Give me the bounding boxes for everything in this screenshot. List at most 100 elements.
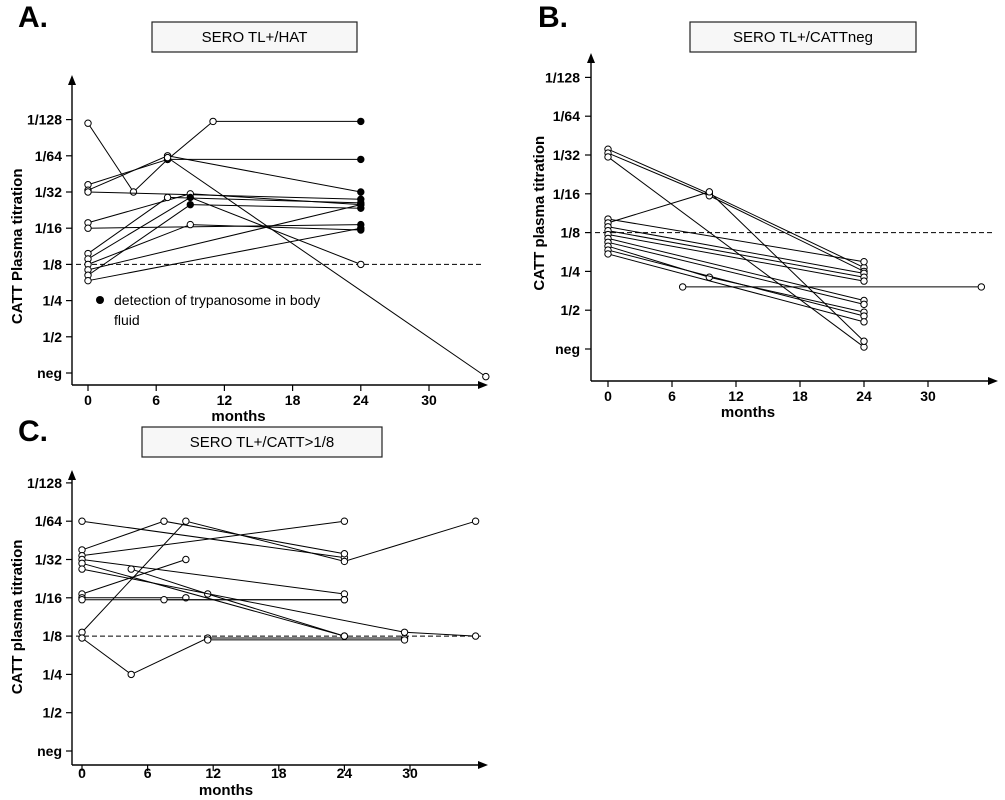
data-point <box>860 277 868 285</box>
y-tick-label: 1/4 <box>43 293 63 309</box>
chart-panel-b: B. SERO TL+/CATTneg 0 6 12 18 24 30 neg 1/2 1/4 1/8… <box>531 1 998 421</box>
y-tick-label: neg <box>37 743 62 759</box>
data-point <box>705 188 714 196</box>
series-line <box>81 520 345 559</box>
x-tick-label: 30 <box>402 765 418 781</box>
data-point <box>186 220 195 229</box>
x-axis-title: months <box>199 782 253 799</box>
y-tick-label: 1/8 <box>43 256 63 272</box>
y-axis-title: CATT plasma titration <box>9 540 26 695</box>
x-tick-label: 18 <box>792 388 808 404</box>
legend-label-continued: fluid <box>114 312 140 328</box>
chart-panel-c: C. SERO TL+/CATT>1/8 0 6 12 18 24 30 neg 1/2 1/4 1/… <box>9 415 488 799</box>
data-point-filled <box>357 188 365 196</box>
chart-panel-a: A. SERO TL+/HAT 0 6 12 18 24 30 neg 1/2 1/4 1/8 1/16… <box>9 1 490 425</box>
y-tick-label: 1/16 <box>35 220 62 236</box>
y-axis-arrow <box>587 53 595 63</box>
data-point <box>78 596 86 604</box>
series-line <box>87 204 361 271</box>
y-tick-label: neg <box>555 341 580 357</box>
x-tick-label: 30 <box>421 392 437 408</box>
y-tick-label: 1/8 <box>561 225 581 241</box>
x-axis-arrow <box>988 377 998 385</box>
x-tick-label: 12 <box>728 388 744 404</box>
chart-title: SERO TL+/CATTneg <box>733 29 873 46</box>
legend-label: detection of trypanosome in body <box>114 292 320 308</box>
series-line <box>87 224 361 265</box>
data-point <box>160 517 168 525</box>
series-line <box>81 637 405 675</box>
y-axis-title: CATT plasma titration <box>531 136 548 291</box>
panel-letter: C. <box>18 415 48 448</box>
data-point <box>860 258 868 266</box>
x-tick-label: 18 <box>285 392 301 408</box>
series-line <box>607 245 865 313</box>
series-line <box>607 226 865 274</box>
y-tick-label: 1/8 <box>43 628 63 644</box>
data-point <box>977 283 986 291</box>
x-tick-label: 12 <box>205 765 221 781</box>
y-tick-label: 1/128 <box>27 112 62 128</box>
y-tick-label: 1/4 <box>561 263 581 279</box>
x-tick-label: 24 <box>337 765 353 781</box>
x-tick-label: 6 <box>668 388 676 404</box>
data-point <box>84 224 92 232</box>
y-tick-label: 1/4 <box>43 666 63 682</box>
data-point-filled <box>186 200 195 209</box>
data-point <box>204 636 212 644</box>
series-line <box>81 559 345 595</box>
data-point <box>860 318 868 326</box>
chart-title: SERO TL+/CATT>1/8 <box>190 434 335 451</box>
y-axis-arrow <box>68 470 76 480</box>
data-point-filled <box>357 204 365 212</box>
y-tick-label: 1/64 <box>35 148 62 164</box>
series-line <box>607 230 865 278</box>
data-point-filled <box>357 224 365 232</box>
data-point <box>340 557 349 566</box>
data-point <box>127 670 135 679</box>
y-tick-label: 1/32 <box>35 552 62 568</box>
series-line <box>607 237 865 301</box>
x-axis-arrow <box>478 761 488 769</box>
x-tick-label: 0 <box>78 765 86 781</box>
y-tick-label: 1/16 <box>553 186 580 202</box>
y-tick-label: neg <box>37 365 62 381</box>
data-point <box>678 283 687 291</box>
y-tick-label: 1/64 <box>35 513 62 529</box>
data-point <box>482 372 490 381</box>
series-line <box>607 249 865 317</box>
data-point <box>471 632 480 640</box>
panel-letter: A. <box>18 1 48 34</box>
x-tick-label: 0 <box>604 388 612 404</box>
data-point <box>182 517 190 525</box>
y-axis-title: CATT Plasma titration <box>9 169 26 325</box>
series-line <box>81 520 476 633</box>
data-point <box>860 300 868 309</box>
series-line <box>81 520 345 557</box>
data-point-filled <box>357 155 365 164</box>
y-tick-label: 1/32 <box>553 147 580 163</box>
data-point <box>127 565 135 573</box>
x-axis-title: months <box>721 404 775 421</box>
series-line <box>607 241 865 305</box>
data-point <box>163 193 172 202</box>
data-point <box>84 188 92 196</box>
y-tick-label: 1/32 <box>35 184 62 200</box>
y-tick-label: 1/16 <box>35 590 62 606</box>
chart-title-box <box>689 21 917 53</box>
series-line <box>87 122 361 193</box>
series-line <box>607 156 865 348</box>
y-tick-label: 1/2 <box>43 705 63 721</box>
series-line <box>87 155 361 193</box>
y-tick-label: 1/128 <box>27 475 62 491</box>
data-point-filled <box>186 193 195 202</box>
data-point <box>78 634 86 642</box>
y-tick-label: 1/64 <box>553 108 580 124</box>
y-tick-label: 1/2 <box>561 302 581 318</box>
x-tick-label: 24 <box>353 392 369 408</box>
data-point <box>357 260 365 269</box>
series-line <box>81 568 476 637</box>
data-point-filled <box>357 117 365 126</box>
chart-title-box <box>151 21 358 53</box>
x-tick-label: 24 <box>856 388 872 404</box>
